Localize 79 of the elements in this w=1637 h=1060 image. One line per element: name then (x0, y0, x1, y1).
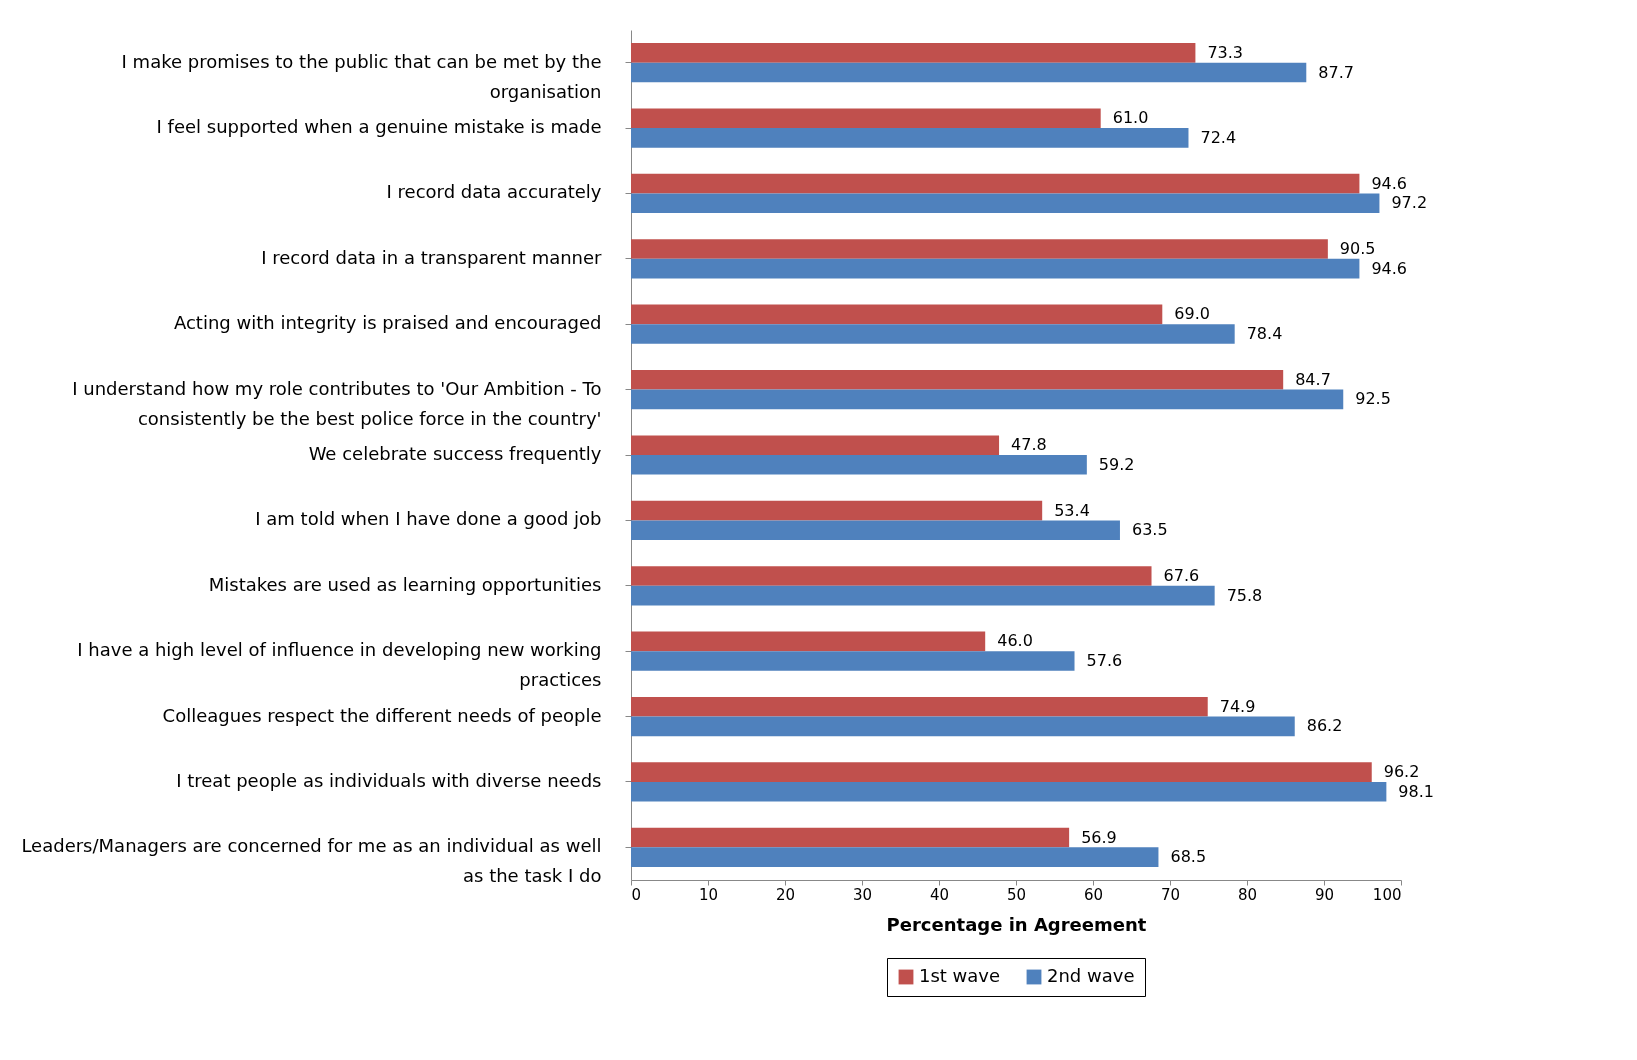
data-label: 98.1 (1398, 781, 1434, 801)
bar (631, 520, 1120, 540)
data-label: 63.5 (1131, 520, 1168, 540)
data-label: 69.0 (1174, 304, 1210, 324)
legend-label: 1st wave (919, 965, 1001, 986)
bar (631, 762, 1372, 782)
bar (631, 193, 1380, 214)
y-tick-label: I feel supported when a genuine mistake is made (156, 116, 602, 138)
y-tick-label: Acting with integrity is praised and encouraged (173, 312, 602, 334)
bar (631, 847, 1159, 867)
y-tick-label: I treat people as individuals with diverse needs (176, 769, 602, 791)
bar (631, 455, 1087, 475)
bar (631, 716, 1295, 737)
x-tick-label: 30 (852, 885, 873, 904)
data-label: 72.4 (1200, 127, 1237, 147)
x-axis-title: Percentage in Agreement (886, 913, 1147, 935)
bar (631, 239, 1328, 259)
data-label: 96.2 (1383, 762, 1420, 782)
x-tick-label: 90 (1314, 885, 1335, 904)
x-tick-label: 10 (698, 885, 719, 904)
x-tick-label: 70 (1160, 885, 1181, 904)
bar (631, 651, 1075, 671)
bar (631, 389, 1344, 410)
bar (631, 62, 1307, 83)
bar (631, 108, 1101, 129)
bar (631, 781, 1387, 802)
y-tick-label: Colleagues respect the different needs of people (162, 704, 602, 726)
bar (631, 500, 1043, 521)
y-tick-label: I am told when I have done a good job (255, 508, 602, 530)
y-tick-label: Leaders/Managers are concerned for me as an individual as well as the task I do (21, 835, 602, 887)
bar (631, 435, 1000, 455)
data-label: 67.6 (1163, 565, 1200, 585)
y-tick-label: Mistakes are used as learning opportunities (208, 573, 602, 595)
x-tick-label: 50 (1006, 885, 1027, 904)
y-tick-label: I make promises to the public that can be met by the organisation (121, 50, 602, 102)
data-label: 68.5 (1170, 847, 1207, 867)
data-label: 53.4 (1054, 500, 1090, 520)
y-tick-label: I have a high level of influence in developing new working practices (77, 639, 602, 691)
data-label: 57.6 (1086, 650, 1123, 670)
y-tick-label: We celebrate success frequently (308, 443, 602, 464)
x-tick-label: 0 (631, 885, 642, 904)
data-label: 59.2 (1098, 454, 1135, 474)
data-label: 90.5 (1339, 239, 1376, 259)
x-tick-label: 60 (1083, 885, 1104, 904)
data-label: 94.6 (1371, 173, 1408, 193)
x-tick-label: 80 (1237, 885, 1258, 904)
y-tick-label: I record data accurately (386, 181, 602, 203)
y-tick-label: I understand how my role contributes to 'Our Ambition - To consistently be the best police force in the country' (72, 377, 602, 429)
bar (631, 258, 1360, 279)
data-label: 75.8 (1226, 585, 1263, 605)
data-label: 78.4 (1246, 324, 1283, 344)
bar (631, 43, 1196, 63)
data-label: 94.6 (1371, 258, 1408, 278)
data-label: 61.0 (1112, 108, 1149, 128)
bar (631, 304, 1163, 325)
bar (631, 566, 1152, 586)
bar (631, 173, 1360, 194)
bar (631, 128, 1189, 148)
data-label: 47.8 (1011, 435, 1047, 455)
x-tick-label: 20 (775, 885, 796, 904)
data-label: 74.9 (1219, 696, 1256, 716)
bar (631, 324, 1235, 344)
data-label: 46.0 (997, 631, 1033, 651)
data-label: 84.7 (1295, 369, 1331, 389)
legend-label: 2nd wave (1047, 965, 1135, 986)
data-label: 87.7 (1318, 62, 1354, 82)
bar (631, 827, 1070, 848)
data-label: 73.3 (1207, 42, 1244, 62)
bar (631, 370, 1284, 390)
data-label: 56.9 (1081, 827, 1117, 847)
data-label: 86.2 (1306, 716, 1343, 736)
x-tick-label: 40 (929, 885, 950, 904)
data-label: 92.5 (1355, 389, 1391, 409)
y-tick-label: I record data in a transparent manner (261, 246, 603, 268)
data-label: 97.2 (1391, 193, 1428, 213)
bar (631, 631, 986, 652)
bar (631, 585, 1215, 606)
x-tick-label: 100 (1372, 885, 1402, 904)
bar (631, 696, 1208, 717)
